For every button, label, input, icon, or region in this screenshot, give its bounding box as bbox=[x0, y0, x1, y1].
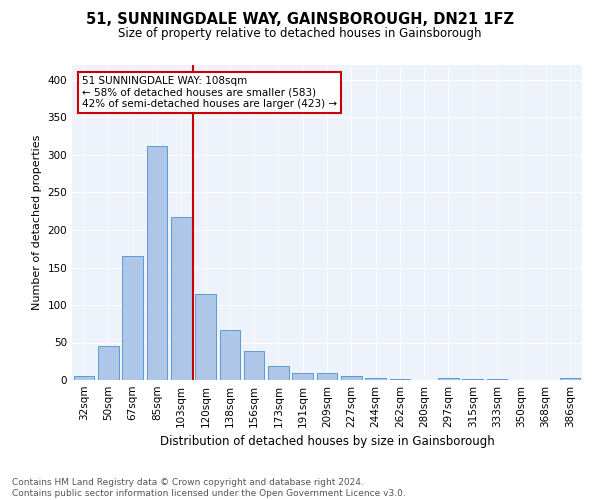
Bar bbox=[438, 378, 459, 380]
Bar bbox=[122, 256, 143, 380]
Bar bbox=[389, 379, 410, 380]
Text: 51, SUNNINGDALE WAY, GAINSBOROUGH, DN21 1FZ: 51, SUNNINGDALE WAY, GAINSBOROUGH, DN21 … bbox=[86, 12, 514, 28]
Bar bbox=[244, 351, 265, 380]
Text: Size of property relative to detached houses in Gainsborough: Size of property relative to detached ho… bbox=[118, 28, 482, 40]
Bar bbox=[463, 378, 483, 380]
Text: Contains HM Land Registry data © Crown copyright and database right 2024.
Contai: Contains HM Land Registry data © Crown c… bbox=[12, 478, 406, 498]
Bar bbox=[292, 372, 313, 380]
Bar bbox=[98, 346, 119, 380]
X-axis label: Distribution of detached houses by size in Gainsborough: Distribution of detached houses by size … bbox=[160, 436, 494, 448]
Bar bbox=[171, 217, 191, 380]
Bar bbox=[560, 378, 580, 380]
Bar bbox=[341, 376, 362, 380]
Bar bbox=[74, 376, 94, 380]
Y-axis label: Number of detached properties: Number of detached properties bbox=[32, 135, 42, 310]
Bar bbox=[365, 378, 386, 380]
Bar bbox=[487, 378, 508, 380]
Text: 51 SUNNINGDALE WAY: 108sqm
← 58% of detached houses are smaller (583)
42% of sem: 51 SUNNINGDALE WAY: 108sqm ← 58% of deta… bbox=[82, 76, 337, 109]
Bar bbox=[195, 294, 216, 380]
Bar bbox=[220, 330, 240, 380]
Bar bbox=[317, 372, 337, 380]
Bar bbox=[268, 366, 289, 380]
Bar bbox=[146, 146, 167, 380]
